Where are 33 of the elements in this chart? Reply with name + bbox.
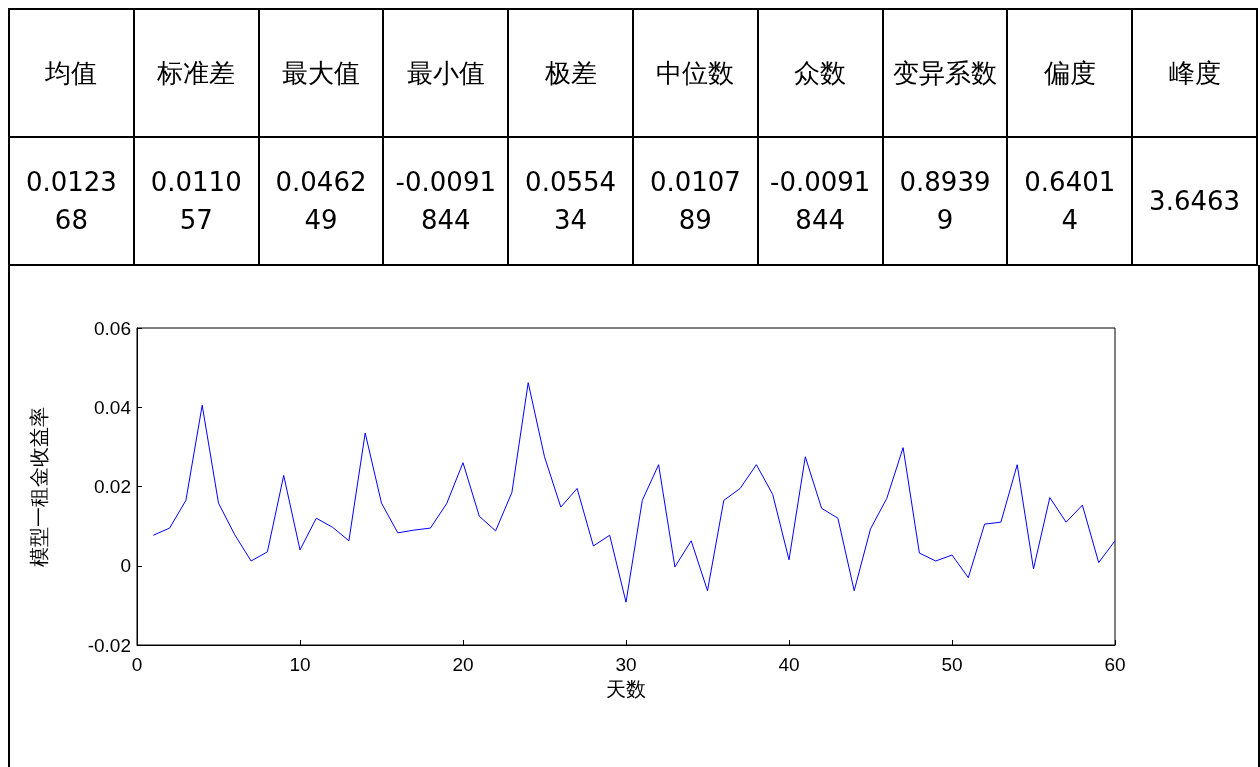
text: 3.6463: [1132, 137, 1257, 265]
text: 0.89399: [882, 137, 1008, 265]
y-tick-label: 0: [120, 555, 131, 577]
x-tick-label: 40: [778, 654, 800, 675]
text: 最小值: [383, 9, 509, 137]
x-tick-label: 60: [1104, 654, 1126, 675]
x-axis-title: 天数: [606, 676, 646, 701]
text: 0.010789: [632, 137, 758, 265]
text: -0.0091844: [383, 137, 509, 265]
y-tick-label: 0.02: [94, 476, 131, 497]
text: 极差: [508, 9, 633, 137]
x-tick-label: 20: [452, 654, 474, 675]
text: 众数: [757, 9, 883, 137]
text: 标准差: [133, 9, 259, 137]
text: 中位数: [632, 9, 758, 137]
y-axis-title: 模型一租金收益率: [27, 406, 51, 567]
text: -0.0091844: [757, 137, 883, 265]
x-tick-label: 50: [941, 654, 963, 675]
text: 0.64014: [1007, 137, 1133, 265]
text: 0.011057: [133, 137, 259, 265]
x-tick-label: 30: [615, 654, 637, 675]
y-tick-label: -0.02: [87, 634, 131, 656]
text: 0.012368: [9, 137, 134, 265]
y-tick-label: 0.04: [94, 396, 132, 418]
text: 0.055434: [508, 137, 633, 265]
y-tick-label: 0.06: [94, 317, 131, 339]
text: 偏度: [1007, 9, 1133, 137]
text: 均值: [9, 9, 134, 137]
x-tick-label: 10: [289, 654, 311, 675]
text: 变异系数: [882, 9, 1008, 137]
text: 0.046249: [258, 137, 384, 265]
text: 峰度: [1132, 9, 1257, 137]
text: 最大值: [258, 9, 384, 137]
